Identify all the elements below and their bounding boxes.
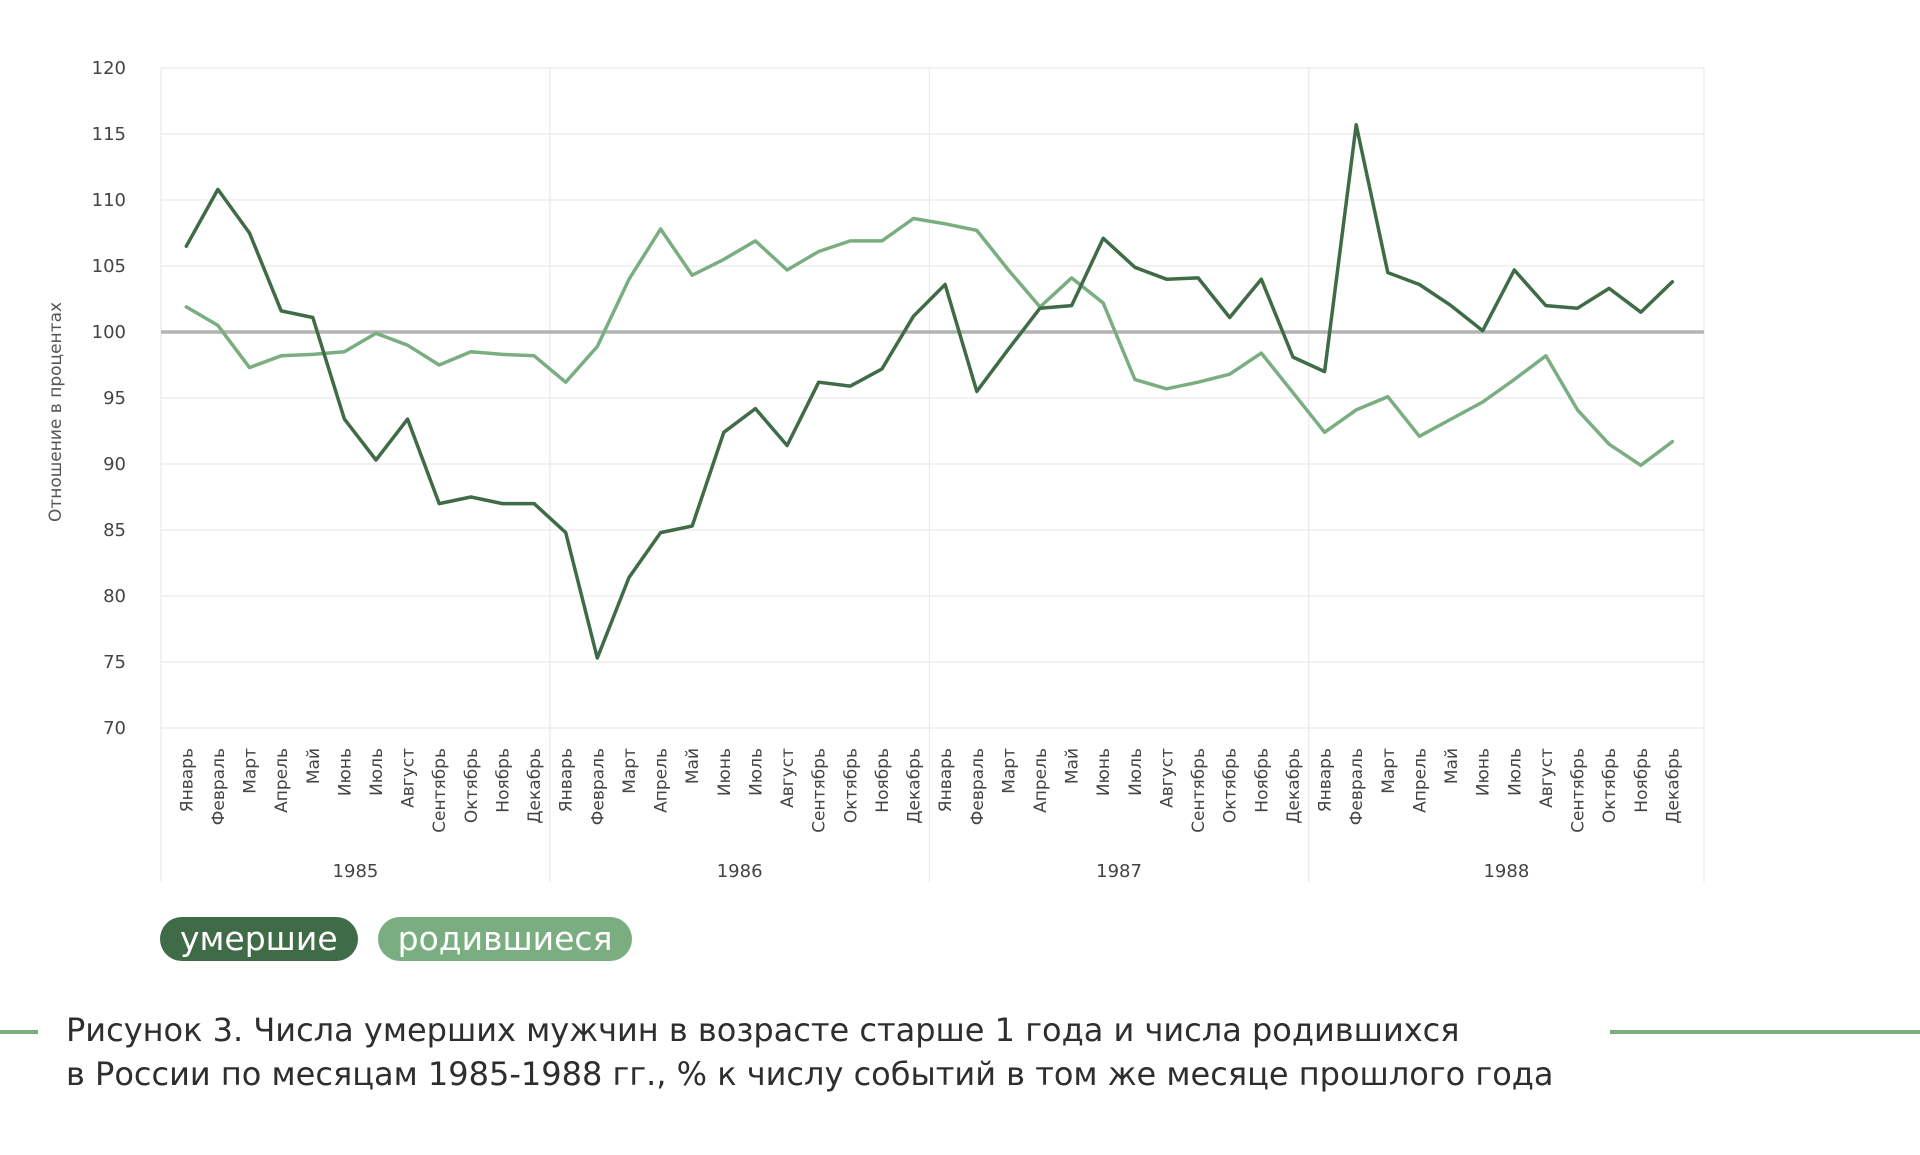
x-tick-label-month: Декабрь — [1284, 748, 1304, 824]
x-tick-label-month: Январь — [177, 748, 197, 812]
x-tick-label-month: Март — [999, 748, 1019, 794]
x-tick-label-year-1987: 1987 — [1096, 861, 1142, 882]
x-tick-label-month: Май — [304, 748, 324, 784]
x-tick-label-month: Июль — [746, 748, 766, 796]
x-tick-label-month: Октябрь — [841, 748, 861, 823]
x-tick-label-month: Ноябрь — [1632, 748, 1652, 813]
x-tick-label-year-1985: 1985 — [333, 861, 379, 882]
y-tick-label-100: 100 — [92, 322, 126, 343]
x-tick-label-month: Май — [683, 748, 703, 784]
line-chart: 70 75 80 85 90 95 100 105 110 115 120 Январь Феврал… — [46, 58, 1705, 882]
x-tick-label-month: Февраль — [588, 748, 608, 825]
caption-rule-right — [1610, 1030, 1920, 1034]
x-tick-label-month: Июнь — [1474, 748, 1494, 796]
y-tick-label-90: 90 — [103, 454, 126, 475]
y-tick-label-95: 95 — [103, 388, 126, 409]
series-line-births — [184, 216, 1675, 468]
grid-lines — [160, 67, 1705, 882]
y-tick-label-70: 70 — [103, 718, 126, 739]
x-tick-label-month: Март — [1379, 748, 1399, 794]
x-tick-label-month: Февраль — [209, 748, 229, 825]
x-tick-label-month: Декабрь — [525, 748, 545, 824]
x-tick-label-month: Август — [778, 748, 798, 808]
x-tick-label-month: Сентябрь — [810, 748, 830, 833]
x-tick-label-month: Август — [399, 748, 419, 808]
x-tick-label-month: Апрель — [1031, 748, 1051, 813]
x-tick-label-month: Апрель — [272, 748, 292, 813]
y-tick-label-105: 105 — [92, 256, 126, 277]
x-tick-label-month: Декабрь — [1663, 748, 1683, 824]
x-tick-label-month: Апрель — [1410, 748, 1430, 813]
x-tick-label-month: Июль — [367, 748, 387, 796]
legend-item-deaths: умершие — [160, 917, 358, 961]
y-axis-label: Отношение в процентах — [46, 302, 66, 522]
x-tick-label-month: Июнь — [335, 748, 355, 796]
x-tick-label-month: Июнь — [1094, 748, 1114, 796]
y-tick-label-110: 110 — [92, 190, 126, 211]
x-tick-label-year-1986: 1986 — [717, 861, 763, 882]
x-tick-label-month: Июнь — [715, 748, 735, 796]
x-tick-label-month: Октябрь — [1221, 748, 1241, 823]
x-tick-label-month: Март — [241, 748, 261, 794]
x-tick-label-month: Август — [1537, 748, 1557, 808]
y-tick-label-115: 115 — [92, 124, 126, 145]
x-tick-label-month: Апрель — [652, 748, 672, 813]
x-tick-label-month: Сентябрь — [1569, 748, 1589, 833]
y-tick-labels: 70 75 80 85 90 95 100 105 110 115 120 — [92, 58, 126, 739]
legend-item-births: родившиеся — [377, 917, 633, 961]
x-tick-label-month: Июль — [1505, 748, 1525, 796]
x-tick-label-month: Февраль — [1347, 748, 1367, 825]
x-tick-label-month: Июль — [1126, 748, 1146, 796]
x-tick-label-month: Сентябрь — [1189, 748, 1209, 833]
x-tick-label-month: Январь — [1316, 748, 1336, 812]
y-tick-label-120: 120 — [92, 58, 126, 79]
series-lines — [184, 123, 1675, 660]
x-tick-label-month: Ноябрь — [1252, 748, 1272, 813]
x-tick-label-month: Январь — [936, 748, 956, 812]
x-tick-label-month: Ноябрь — [873, 748, 893, 813]
x-tick-label-month: Март — [620, 748, 640, 794]
x-tick-label-month: Декабрь — [905, 748, 925, 824]
x-tick-label-month: Октябрь — [1600, 748, 1620, 823]
x-tick-label-month: Май — [1063, 748, 1083, 784]
caption-line-1: Рисунок 3. Числа умерших мужчин в возрас… — [66, 1011, 1460, 1049]
x-tick-label-month: Август — [1157, 748, 1177, 808]
figure-caption: Рисунок 3. Числа умерших мужчин в возрас… — [66, 1008, 1566, 1096]
x-tick-label-month: Сентябрь — [430, 748, 450, 833]
x-tick-label-month: Ноябрь — [493, 748, 513, 813]
y-tick-label-80: 80 — [103, 586, 126, 607]
x-tick-label-month: Май — [1442, 748, 1462, 784]
x-tick-label-month: Февраль — [968, 748, 988, 825]
y-tick-label-75: 75 — [103, 652, 126, 673]
caption-line-2: в России по месяцам 1985-1988 гг., % к ч… — [66, 1055, 1554, 1093]
x-tick-label-month: Январь — [557, 748, 577, 812]
series-line-deaths — [184, 123, 1675, 660]
x-tick-label-year-1988: 1988 — [1483, 861, 1529, 882]
y-tick-label-85: 85 — [103, 520, 126, 541]
legend: умершие родившиеся — [160, 917, 633, 961]
caption-rule-left — [0, 1030, 38, 1034]
x-tick-labels: Январь Февраль Март Апрель Май Июнь Июль Август… — [177, 748, 1683, 882]
x-tick-label-month: Октябрь — [462, 748, 482, 823]
